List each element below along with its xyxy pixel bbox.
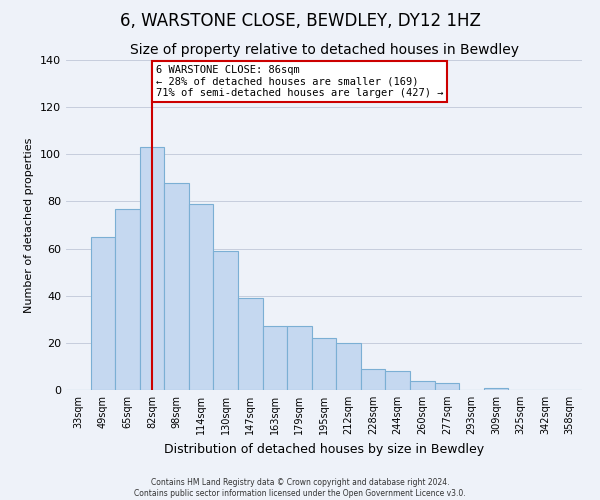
Bar xyxy=(410,380,434,390)
Bar xyxy=(238,298,263,390)
Bar xyxy=(434,383,459,390)
Bar xyxy=(263,326,287,390)
Text: Contains HM Land Registry data © Crown copyright and database right 2024.
Contai: Contains HM Land Registry data © Crown c… xyxy=(134,478,466,498)
Bar xyxy=(214,251,238,390)
Bar xyxy=(361,369,385,390)
X-axis label: Distribution of detached houses by size in Bewdley: Distribution of detached houses by size … xyxy=(164,442,484,456)
Bar xyxy=(91,237,115,390)
Bar xyxy=(164,182,189,390)
Y-axis label: Number of detached properties: Number of detached properties xyxy=(25,138,34,312)
Bar xyxy=(336,343,361,390)
Bar xyxy=(140,147,164,390)
Title: Size of property relative to detached houses in Bewdley: Size of property relative to detached ho… xyxy=(130,44,518,58)
Text: 6, WARSTONE CLOSE, BEWDLEY, DY12 1HZ: 6, WARSTONE CLOSE, BEWDLEY, DY12 1HZ xyxy=(119,12,481,30)
Bar xyxy=(484,388,508,390)
Bar xyxy=(115,208,140,390)
Bar xyxy=(312,338,336,390)
Text: 6 WARSTONE CLOSE: 86sqm
← 28% of detached houses are smaller (169)
71% of semi-d: 6 WARSTONE CLOSE: 86sqm ← 28% of detache… xyxy=(155,64,443,98)
Bar xyxy=(189,204,214,390)
Bar xyxy=(287,326,312,390)
Bar xyxy=(385,371,410,390)
